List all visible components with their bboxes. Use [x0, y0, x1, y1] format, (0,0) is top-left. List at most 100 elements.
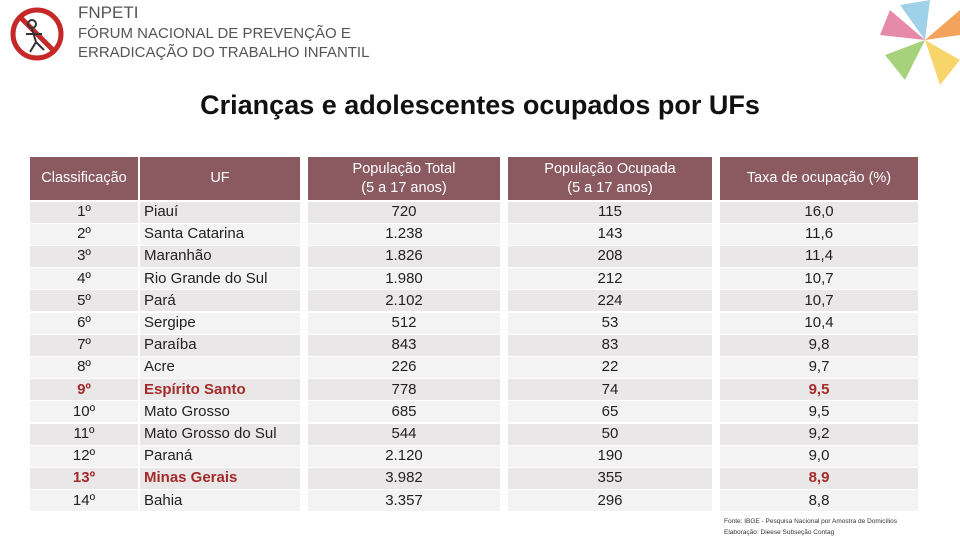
table-cell: 1.980 [385, 269, 423, 287]
header-line: Taxa de ocupação (%) [746, 170, 892, 186]
table-cell: 65 [601, 402, 619, 420]
row-band [140, 246, 300, 267]
row-band [720, 490, 918, 512]
table-cell: 10,7 [804, 291, 834, 309]
table-cell: 8,8 [808, 491, 830, 509]
credit: Elaboração: Dieese Subseção Contag [724, 529, 835, 536]
row-band [720, 223, 918, 245]
table-cell: 14º [72, 491, 96, 509]
row-band [308, 445, 500, 467]
row-band [308, 268, 500, 290]
row-band [308, 423, 500, 445]
row-band [508, 445, 712, 467]
table-cell: Piauí [144, 203, 179, 220]
row-band [140, 490, 300, 512]
row-band [720, 268, 918, 290]
row-band [30, 312, 138, 334]
row-band [720, 357, 918, 378]
header-line: (5 a 17 anos) [361, 179, 447, 196]
header-line: População Total [352, 160, 456, 177]
row-band [30, 379, 138, 401]
logo-left [10, 7, 64, 61]
row-band [140, 357, 300, 378]
row-band [308, 334, 500, 356]
table-cell: 296 [597, 491, 623, 509]
row-band [140, 423, 300, 445]
row-band [308, 468, 500, 489]
row-band [508, 423, 712, 445]
table-cell: 22 [601, 358, 619, 376]
table-cell: 2º [77, 225, 91, 243]
table-cell: Maranhão [144, 247, 212, 265]
row-band [30, 246, 138, 267]
org-line: ERRADICAÇÃO DO TRABALHO INFANTIL [78, 44, 370, 61]
table-cell: 11,4 [804, 247, 834, 265]
row-band [308, 379, 500, 401]
column-header: População Total (5 a 17 anos) [308, 157, 500, 200]
table-cell: 16,0 [804, 203, 834, 220]
row-band [308, 490, 500, 512]
table-cell: Santa Catarina [144, 225, 245, 243]
row-band [140, 290, 300, 312]
row-band [308, 246, 500, 267]
row-band [30, 201, 138, 223]
table-cell: 10º [72, 402, 96, 420]
table-cell: 9,5 [808, 402, 830, 420]
table-cell: 1.826 [385, 247, 423, 265]
table-cell: 9º [77, 380, 91, 398]
acronym: FNPETI [78, 3, 139, 22]
table-cell: 3º [77, 247, 91, 265]
org-line: FÓRUM NACIONAL DE PREVENÇÃO E [78, 25, 351, 42]
row-band [140, 268, 300, 290]
table-cell: 11,6 [804, 225, 834, 243]
row-band [140, 201, 300, 223]
table-cell: 11º [73, 425, 95, 442]
row-band [720, 290, 918, 312]
row-band [720, 201, 918, 223]
row-band [508, 468, 712, 489]
row-band [720, 379, 918, 401]
header-line: Classificação [41, 170, 127, 186]
table-cell: 83 [601, 336, 619, 354]
table-cell: 9,8 [808, 336, 830, 354]
table-cell: 224 [597, 291, 623, 309]
table-cell: 1º [77, 203, 91, 220]
table-cell: 512 [391, 314, 417, 331]
table-cell: 8,9 [808, 469, 830, 487]
table-cell: 9,5 [808, 380, 830, 398]
title: Crianças e adolescentes ocupados por UFs [200, 90, 760, 120]
table-cell: Minas Gerais [144, 469, 238, 487]
row-band [508, 334, 712, 356]
table-cell: 53 [601, 314, 619, 331]
row-band [140, 468, 300, 489]
table-cell: 685 [391, 402, 417, 420]
table-cell: Rio Grande do Sul [144, 269, 268, 287]
row-band [308, 401, 500, 423]
row-band [508, 246, 712, 267]
row-band [140, 401, 300, 423]
row-band [308, 223, 500, 245]
row-band [508, 357, 712, 378]
table-cell: 226 [391, 358, 417, 376]
row-band [720, 423, 918, 445]
row-band [30, 445, 138, 467]
table-cell: 13º [72, 469, 96, 487]
row-band [720, 401, 918, 423]
table-cell: Mato Grosso [144, 402, 230, 420]
logo-right [880, 0, 960, 85]
column-header: Taxa de ocupação (%) [720, 157, 918, 200]
row-band [508, 201, 712, 223]
row-band [308, 201, 500, 223]
table-cell: 6º [77, 314, 91, 331]
table-cell: 3.982 [385, 469, 423, 487]
row-band [30, 401, 138, 423]
row-band [720, 312, 918, 334]
table-cell: 8º [77, 358, 91, 376]
table-cell: 544 [391, 425, 417, 442]
row-band [508, 312, 712, 334]
row-band [30, 290, 138, 312]
row-band [30, 357, 138, 378]
row-band [720, 445, 918, 467]
row-band [720, 246, 918, 267]
